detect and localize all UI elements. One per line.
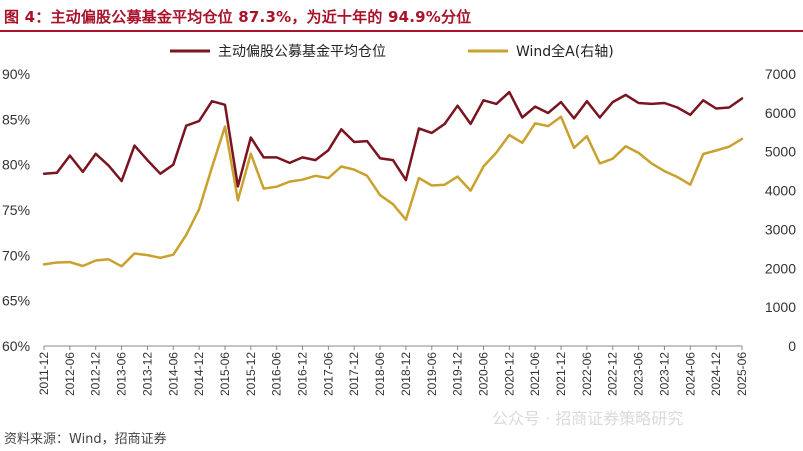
y-right-tick-label: 2000 [765,260,796,276]
x-tick-label: 2014-06 [166,352,180,396]
y-right-tick-label: 6000 [765,105,796,121]
title-underline [0,30,803,32]
x-tick-label: 2016-12 [296,352,310,396]
x-tick-label: 2016-06 [270,352,284,396]
x-tick-label: 2018-12 [399,352,413,396]
source-note: 资料来源：Wind，招商证券 [4,432,167,447]
x-tick-label: 2019-06 [425,352,439,396]
x-tick-label: 2014-12 [192,352,206,396]
x-tick-label: 2024-06 [683,352,697,396]
y-left-tick-label: 65% [2,293,30,309]
series-line-fund-position [42,90,744,188]
x-tick-label: 2012-06 [63,352,77,396]
x-tick-label: 2015-12 [244,352,258,396]
y-right-tick-label: 5000 [765,144,796,160]
x-tick-label: 2025-06 [735,352,749,396]
x-tick-label: 2017-06 [321,352,335,396]
legend-item-fund-position-label: 主动偏股公募基金平均仓位 [218,43,386,60]
x-tick-label: 2021-06 [528,352,542,396]
x-tick-label: 2011-12 [37,352,51,395]
y-left-tick-label: 75% [2,202,30,218]
x-tick-label: 2023-06 [632,352,646,396]
x-tick-label: 2012-12 [89,352,103,396]
y-left-tick-label: 80% [2,157,30,173]
x-tick-label: 2019-12 [451,352,465,396]
x-tick-label: 2022-06 [580,352,594,396]
x-tick-label: 2023-12 [657,352,671,396]
y-right-tick-label: 0 [788,338,796,354]
x-tick-label: 2021-12 [554,352,568,396]
x-tick-label: 2022-12 [606,352,620,396]
y-right-tick-label: 3000 [765,221,796,237]
x-tick-label: 2013-06 [115,352,129,396]
x-tick-label: 2013-12 [140,352,154,396]
x-tick-label: 2017-12 [347,352,361,396]
x-tick-label: 2024-12 [709,352,723,396]
y-right-tick-label: 1000 [765,299,796,315]
x-tick-label: 2020-06 [476,352,490,396]
x-tick-label: 2020-12 [502,352,516,396]
chart-title: 图 4：主动偏股公募基金平均仓位 87.3%，为近十年的 94.9%分位 [4,8,472,26]
y-right-tick-label: 4000 [765,183,796,199]
y-left-tick-label: 90% [2,66,30,82]
x-tick-label: 2015-06 [218,352,232,396]
legend-item-wind-all-a-label: Wind全A(右轴) [516,43,614,60]
y-left-tick-label: 60% [2,338,30,354]
series-line-wind-all-a [42,115,744,268]
y-left-tick-label: 70% [2,247,30,263]
x-tick-label: 2018-06 [373,352,387,396]
y-left-tick-label: 85% [2,111,30,127]
watermark: 公众号 · 招商证券策略研究 [492,409,684,428]
y-right-tick-label: 7000 [765,66,796,82]
